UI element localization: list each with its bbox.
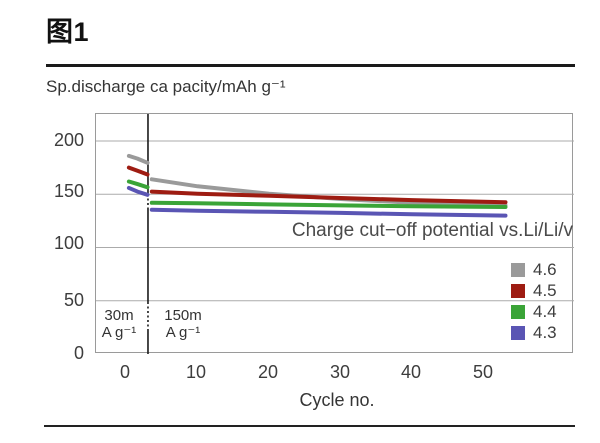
plot-area [95, 113, 574, 354]
y-axis-label: Sp.discharge ca pacity/mAh g⁻¹ [46, 77, 286, 96]
legend-row-4.6: 4.6 [511, 259, 557, 280]
rate-region-150-line2: A g⁻¹ [165, 324, 201, 341]
x-tick-40: 40 [400, 362, 422, 382]
plot-svg [96, 114, 574, 354]
x-tick-10: 10 [185, 362, 207, 382]
y-tick-50: 50 [63, 290, 84, 310]
legend-label: 4.3 [533, 322, 557, 342]
legend: 4.6 4.5 4.4 4.3 [511, 259, 557, 343]
x-axis-label: Cycle no. [299, 390, 375, 410]
legend-row-4.3: 4.3 [511, 322, 557, 343]
legend-label: 4.6 [533, 259, 557, 279]
legend-row-4.4: 4.4 [511, 301, 557, 322]
legend-swatch [511, 283, 525, 298]
rate-region-30-line2: A g⁻¹ [101, 324, 137, 341]
figure-number-title: 图1 [46, 17, 90, 47]
x-tick-30: 30 [329, 362, 351, 382]
legend-label: 4.4 [533, 301, 557, 321]
rate-region-150-line1: 150m [164, 307, 202, 324]
top-divider-rule [46, 64, 575, 67]
legend-swatch [511, 325, 525, 340]
legend-swatch [511, 262, 525, 277]
legend-row-4.5: 4.5 [511, 280, 557, 301]
legend-swatch [511, 304, 525, 319]
legend-label: 4.5 [533, 280, 557, 300]
rate-region-label-30: 30m A g⁻¹ [93, 307, 145, 341]
x-tick-20: 20 [257, 362, 279, 382]
y-tick-0: 0 [73, 343, 84, 363]
x-tick-0: 0 [119, 362, 130, 382]
y-tick-150: 150 [53, 181, 84, 201]
x-tick-50: 50 [472, 362, 494, 382]
rate-region-label-150: 150m A g⁻¹ [152, 307, 214, 341]
rate-region-30-line1: 30m [104, 307, 134, 324]
charge-cutoff-annotation: Charge cut−off potential vs.Li/Li/v [291, 220, 573, 241]
y-tick-200: 200 [53, 130, 84, 150]
bottom-divider-rule [44, 425, 575, 427]
y-tick-100: 100 [53, 233, 84, 253]
